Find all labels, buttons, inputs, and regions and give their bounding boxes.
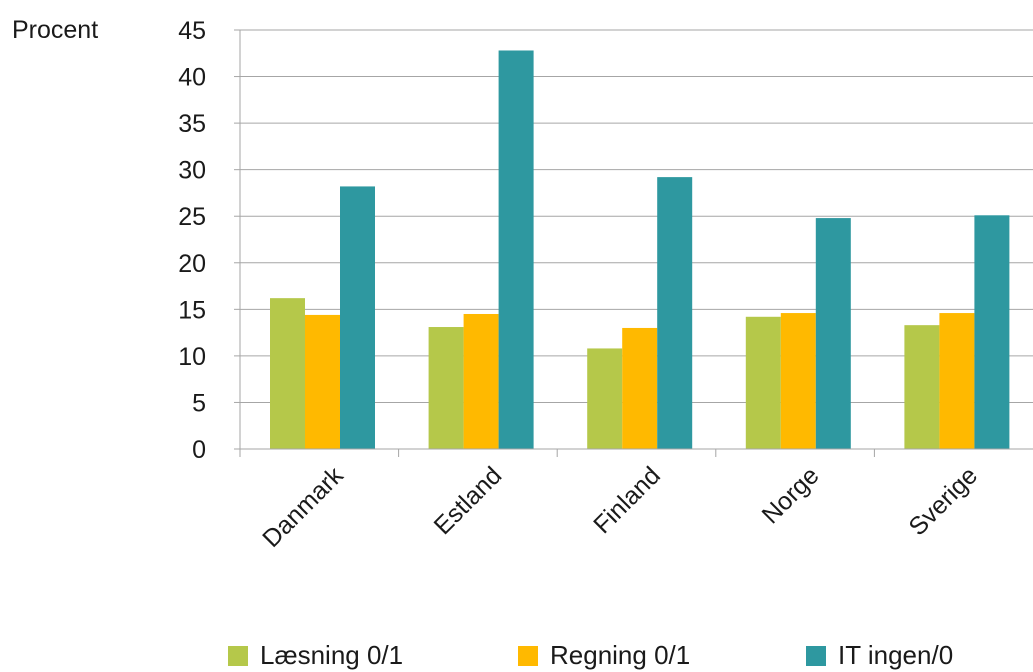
legend-item-regning: Regning 0/1 [518, 640, 690, 671]
y-tick-label: 0 [192, 436, 206, 464]
y-tick-label: 10 [178, 343, 206, 371]
bars [270, 50, 1010, 450]
bar-sverige-series-1 [939, 313, 975, 449]
legend-label-it: IT ingen/0 [838, 640, 954, 670]
y-tick-label: 30 [178, 157, 206, 185]
bar-estland-series-0 [428, 327, 464, 449]
y-tick-label: 35 [178, 110, 206, 138]
bar-danmark-series-1 [305, 314, 340, 449]
y-tick-labels: 0 5 10 15 20 25 30 35 40 45 [178, 17, 206, 464]
x-tick-label: Norge [757, 461, 825, 529]
y-tick-label: 40 [178, 64, 206, 92]
y-tick-label: 25 [178, 203, 206, 231]
bar-estland-series-1 [463, 313, 499, 449]
y-tick-label: 15 [178, 296, 206, 324]
y-axis-label: Procent [12, 16, 98, 44]
y-tick-label: 5 [192, 389, 206, 417]
bar-chart: Procent 0 5 10 15 20 25 30 35 40 45 Danmark Estlan… [12, 16, 1033, 553]
bar-danmark-series-2 [340, 186, 375, 449]
bar-norge-series-2 [815, 218, 851, 449]
bar-estland-series-2 [498, 50, 534, 450]
bar-norge-series-1 [780, 313, 816, 449]
legend: Læsning 0/1 Regning 0/1 IT ingen/0 [0, 640, 1033, 672]
bar-finland-series-2 [657, 177, 693, 450]
legend-item-it: IT ingen/0 [806, 640, 953, 671]
y-tick-label: 45 [178, 17, 206, 45]
bar-sverige-series-2 [974, 215, 1010, 449]
y-tick-label: 20 [178, 250, 206, 278]
bar-norge-series-0 [745, 316, 781, 449]
bar-finland-series-0 [587, 348, 623, 449]
bar-sverige-series-0 [904, 325, 940, 449]
bar-finland-series-1 [622, 327, 658, 449]
x-tick-label: Estland [429, 461, 508, 540]
x-tick-label: Sverige [903, 461, 983, 541]
bar-danmark-series-0 [270, 298, 305, 449]
axes [239, 30, 1033, 457]
legend-label-regning: Regning 0/1 [550, 640, 691, 670]
legend-item-laesning: Læsning 0/1 [228, 640, 403, 671]
legend-label-laesning: Læsning 0/1 [260, 640, 404, 670]
legend-swatch-it [806, 645, 826, 666]
x-tick-label: Danmark [257, 461, 349, 553]
legend-swatch-laesning [228, 645, 248, 666]
x-tick-label: Finland [588, 461, 666, 539]
category-labels: Danmark Estland Finland Norge Sverige [257, 461, 983, 553]
legend-swatch-regning [518, 645, 538, 666]
